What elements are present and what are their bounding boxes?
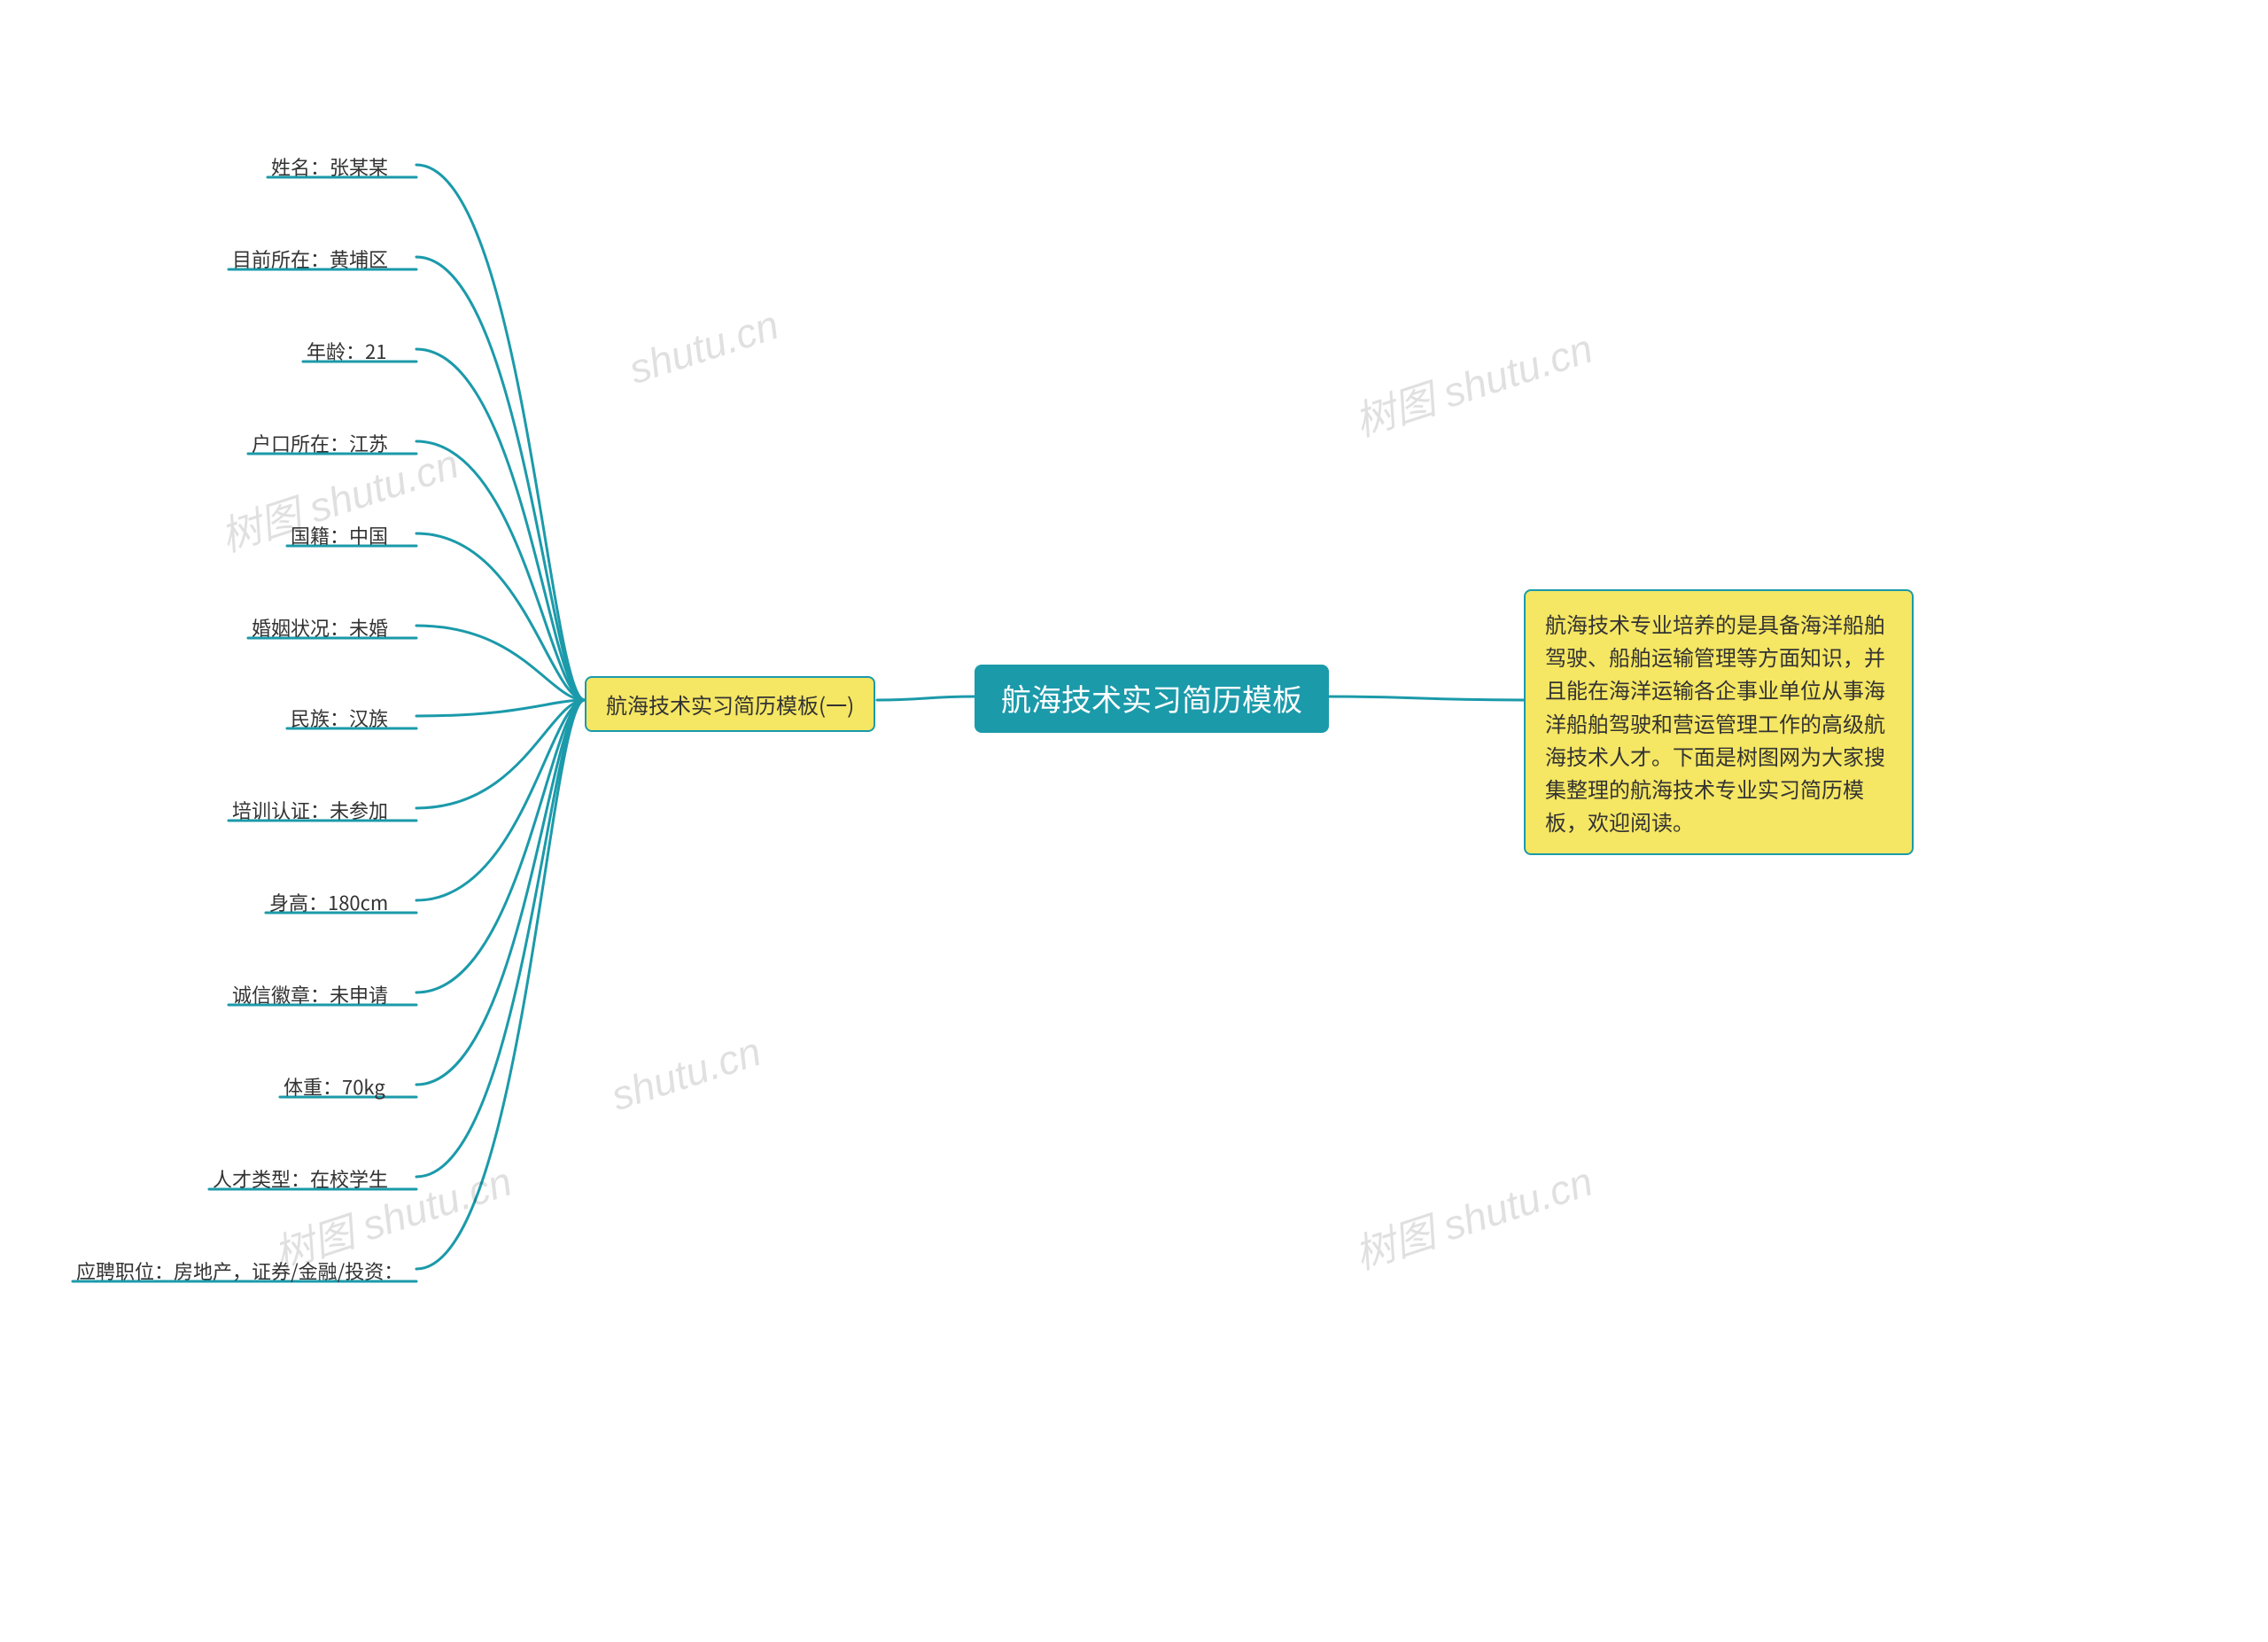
left-branch-node: 航海技术实习简历模板(一) [585, 676, 875, 732]
leaf-node: 应聘职位：房地产，证券/金融/投资： [71, 1253, 408, 1288]
leaf-node: 姓名：张某某 [266, 149, 393, 184]
leaf-node: 培训认证：未参加 [227, 792, 393, 828]
leaf-node: 婚姻状况：未婚 [246, 610, 393, 645]
leaf-node: 户口所在：江苏 [246, 425, 393, 461]
leaf-node: 目前所在：黄埔区 [227, 241, 393, 276]
leaf-node: 诚信徽章：未申请 [227, 977, 393, 1012]
leaf-node: 身高：180cm [264, 884, 393, 920]
center-node: 航海技术实习简历模板 [975, 665, 1329, 733]
leaf-node: 人才类型：在校学生 [207, 1161, 393, 1196]
leaf-node: 民族：汉族 [285, 700, 393, 735]
right-branch-node: 航海技术专业培养的是具备海洋船舶驾驶、船舶运输管理等方面知识，并且能在海洋运输各… [1524, 589, 1914, 855]
leaf-node: 年龄：21 [301, 333, 392, 369]
leaf-node: 国籍：中国 [285, 518, 393, 553]
leaf-node: 体重：70kg [278, 1069, 391, 1104]
